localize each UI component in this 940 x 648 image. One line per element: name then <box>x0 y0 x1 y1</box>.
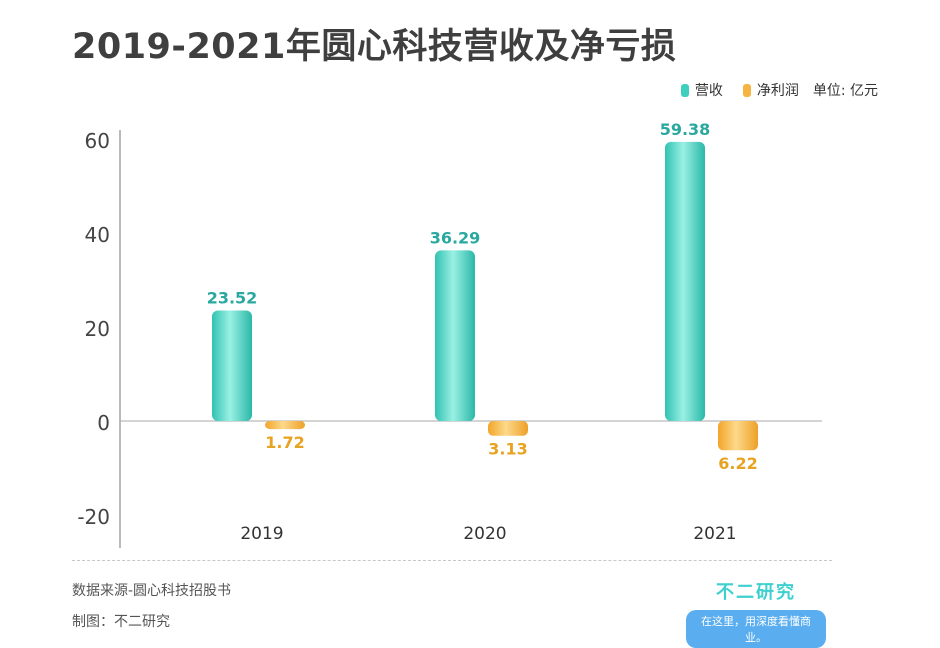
legend-swatch-net-profit <box>742 83 751 97</box>
data-source: 数据来源-圆心科技招股书 <box>72 583 232 599</box>
y-tick-label: -20 <box>77 505 110 529</box>
chart-title: 2019-2021年圆心科技营收及净亏损 <box>72 27 677 67</box>
bar-revenue <box>435 250 475 421</box>
y-tick-label: 40 <box>85 223 110 247</box>
legend-label-net-profit: 净利润 <box>756 83 799 99</box>
data-label-net-profit: 3.13 <box>488 440 527 459</box>
legend-item-net-profit: 净利润 <box>742 80 799 100</box>
legend-label-revenue: 营收 <box>694 83 723 99</box>
legend: 营收 净利润 单位: 亿元 <box>661 80 878 100</box>
brand-slogan: 在这里，用深度看懂商业。 <box>686 610 826 648</box>
x-tick-label: 2021 <box>693 524 736 544</box>
brand-name: 不二研究 <box>716 582 796 603</box>
data-label-revenue: 23.52 <box>207 288 258 307</box>
brand-block: 不二研究 在这里，用深度看懂商业。 <box>686 578 826 648</box>
legend-item-revenue: 营收 <box>680 80 723 100</box>
bar-net-profit <box>488 421 528 436</box>
y-tick-label: 20 <box>85 317 110 341</box>
bar-revenue <box>665 141 705 421</box>
y-tick-label: 0 <box>97 411 110 435</box>
bar-net-profit <box>265 421 305 430</box>
bar-net-profit <box>718 421 758 451</box>
x-tick-label: 2019 <box>240 524 283 544</box>
y-tick-label: 60 <box>85 129 110 153</box>
data-label-net-profit: 1.72 <box>265 433 304 452</box>
data-label-revenue: 59.38 <box>660 120 711 139</box>
footer-divider <box>72 560 832 561</box>
data-label-net-profit: 6.22 <box>718 454 757 473</box>
chart-maker: 制图：不二研究 <box>72 614 170 630</box>
x-tick-label: 2020 <box>463 524 506 544</box>
legend-swatch-revenue <box>680 83 689 97</box>
bar-revenue <box>212 310 252 421</box>
unit-label: 单位: 亿元 <box>812 83 878 99</box>
data-label-revenue: 36.29 <box>430 228 481 247</box>
